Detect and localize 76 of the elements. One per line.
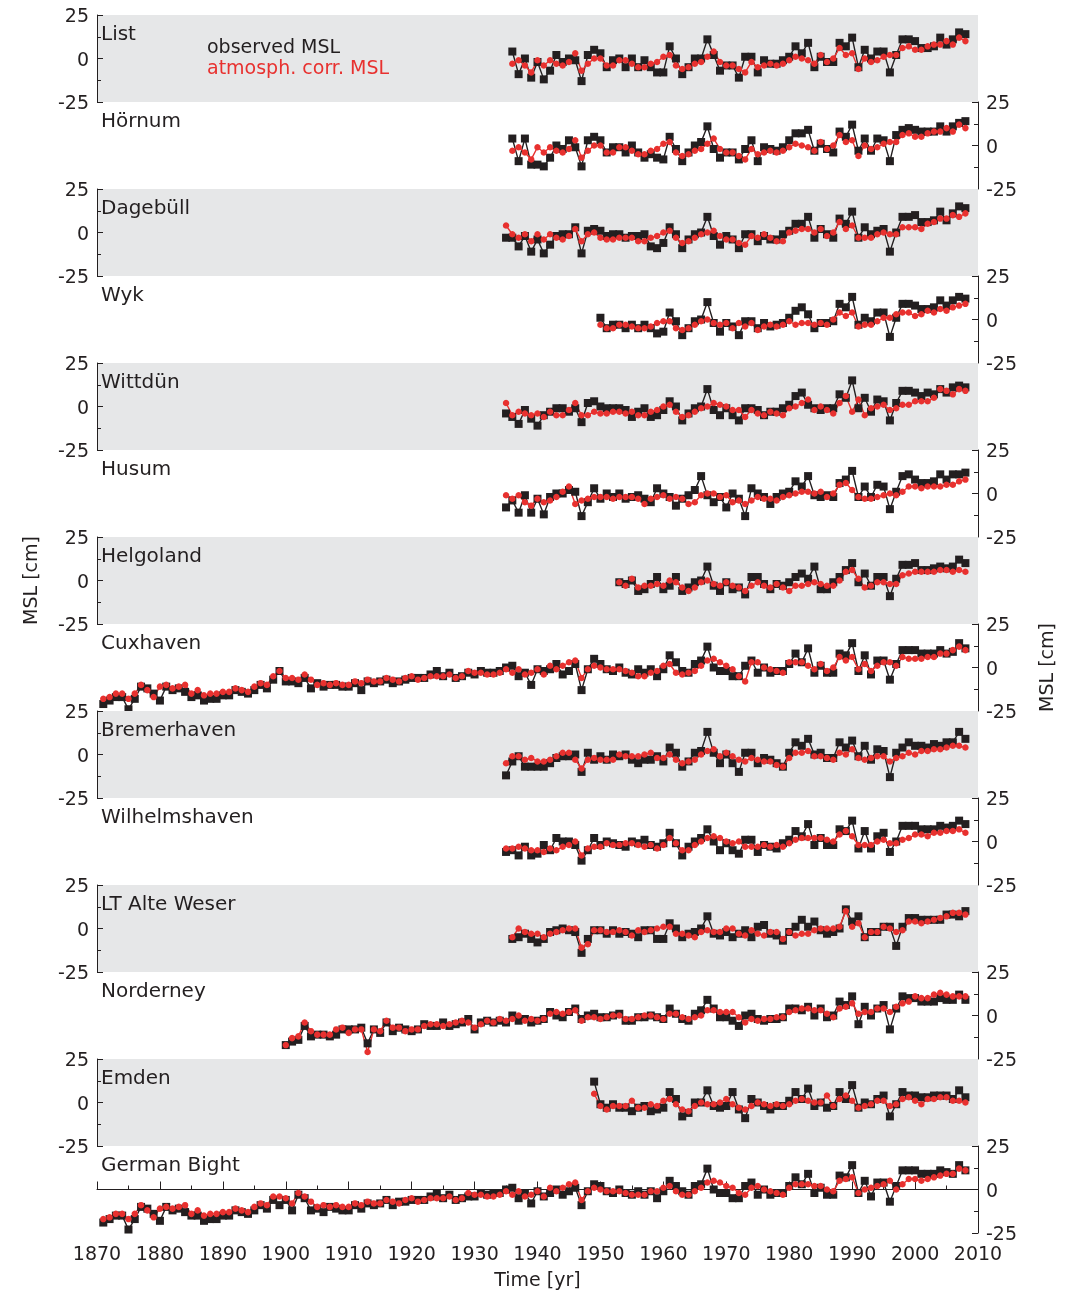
y-tick-label: -25 [57, 91, 89, 113]
y2-tick-label: 25 [986, 1135, 1011, 1157]
chart-title: German Bight [101, 1152, 241, 1176]
y2-tick-label: 0 [986, 134, 999, 157]
y2-tick-label: 0 [986, 1178, 999, 1201]
x-tick-label: 1920 [387, 1241, 436, 1264]
y-tick-label: 0 [76, 395, 89, 418]
y-tick-label: 0 [76, 221, 89, 244]
y-tick-label: 25 [64, 178, 89, 200]
x-tick-label: 1930 [450, 1241, 499, 1264]
y2-tick-label: 25 [986, 439, 1011, 461]
y-tick-label: 25 [64, 700, 89, 722]
y2-tick-label: 25 [986, 961, 1011, 983]
y-tick-label: -25 [57, 1135, 89, 1157]
chart-title: Cuxhaven [101, 630, 202, 654]
y-axis-title: MSL [cm] [18, 536, 41, 625]
y2-tick-label: -25 [986, 178, 1018, 200]
x-tick-label: 1890 [198, 1241, 248, 1264]
y-tick-label: -25 [57, 439, 89, 461]
y-tick-label: -25 [57, 961, 89, 983]
y2-tick-label: -25 [986, 874, 1018, 896]
y2-tick-label: 25 [986, 787, 1011, 809]
y-tick-label: 25 [64, 352, 89, 374]
y2-tick-label: -25 [986, 1048, 1018, 1070]
y-tick-label: 0 [76, 917, 89, 940]
x-axis-title: Time [yr] [493, 1267, 581, 1290]
chart-title: Bremerhaven [101, 717, 237, 741]
y2-tick-label: 0 [986, 1004, 999, 1027]
y2-tick-label: -25 [986, 526, 1018, 548]
y2-tick-label: 0 [986, 656, 999, 679]
y-tick-label: 0 [76, 743, 89, 766]
y-tick-label: 25 [64, 4, 89, 26]
chart-title: Hörnum [101, 108, 181, 132]
y-tick-label: 25 [64, 526, 89, 548]
y2-tick-label: 0 [986, 830, 999, 853]
y-tick-label: -25 [57, 787, 89, 809]
x-tick-label: 1980 [765, 1241, 814, 1264]
y-tick-label: -25 [57, 613, 89, 635]
y2-tick-label: 25 [986, 613, 1011, 635]
x-tick-label: 1900 [261, 1241, 310, 1264]
chart-title: Wilhelmshaven [101, 804, 254, 828]
y2-tick-label: -25 [986, 700, 1018, 722]
chart-title: Husum [101, 456, 172, 480]
x-tick-label: 1950 [576, 1241, 625, 1264]
y2-tick-label: 0 [986, 482, 999, 505]
x-tick-label: 1960 [639, 1241, 688, 1264]
x-tick-label: 1970 [702, 1241, 751, 1264]
chart-title: LT Alte Weser [101, 891, 237, 915]
x-tick-label: 1940 [513, 1241, 562, 1264]
y2-tick-label: 25 [986, 91, 1011, 113]
y-tick-label: 0 [76, 569, 89, 592]
y-tick-label: -25 [57, 265, 89, 287]
x-tick-label: 1910 [324, 1241, 373, 1264]
y-tick-label: 0 [76, 1091, 89, 1114]
chart-title: List [101, 21, 137, 45]
chart-title: Wittdün [101, 369, 180, 393]
chart-title: Dagebüll [101, 195, 191, 219]
chart-title: Emden [101, 1065, 171, 1089]
x-tick-label: 2000 [890, 1241, 940, 1264]
y2-axis-title: MSL [cm] [1034, 623, 1057, 712]
y-tick-label: 0 [76, 47, 89, 70]
x-tick-label: 1880 [135, 1241, 185, 1264]
x-tick-label: 1990 [827, 1241, 877, 1264]
x-tick-label: 1870 [72, 1241, 122, 1264]
chart-title: Norderney [101, 978, 206, 1002]
text: atmosph. corr. MSL [207, 56, 390, 78]
y2-tick-label: 25 [986, 265, 1011, 287]
y2-tick-label: -25 [986, 352, 1018, 374]
chart-title: Wyk [101, 282, 145, 306]
chart-title: Helgoland [101, 543, 203, 567]
y2-tick-label: -25 [986, 1222, 1018, 1244]
y-tick-label: 25 [64, 1048, 89, 1070]
text: observed MSL [207, 35, 341, 57]
x-tick-label: 2010 [953, 1241, 1003, 1264]
y-tick-label: 25 [64, 874, 89, 896]
y2-tick-label: 0 [986, 308, 999, 331]
